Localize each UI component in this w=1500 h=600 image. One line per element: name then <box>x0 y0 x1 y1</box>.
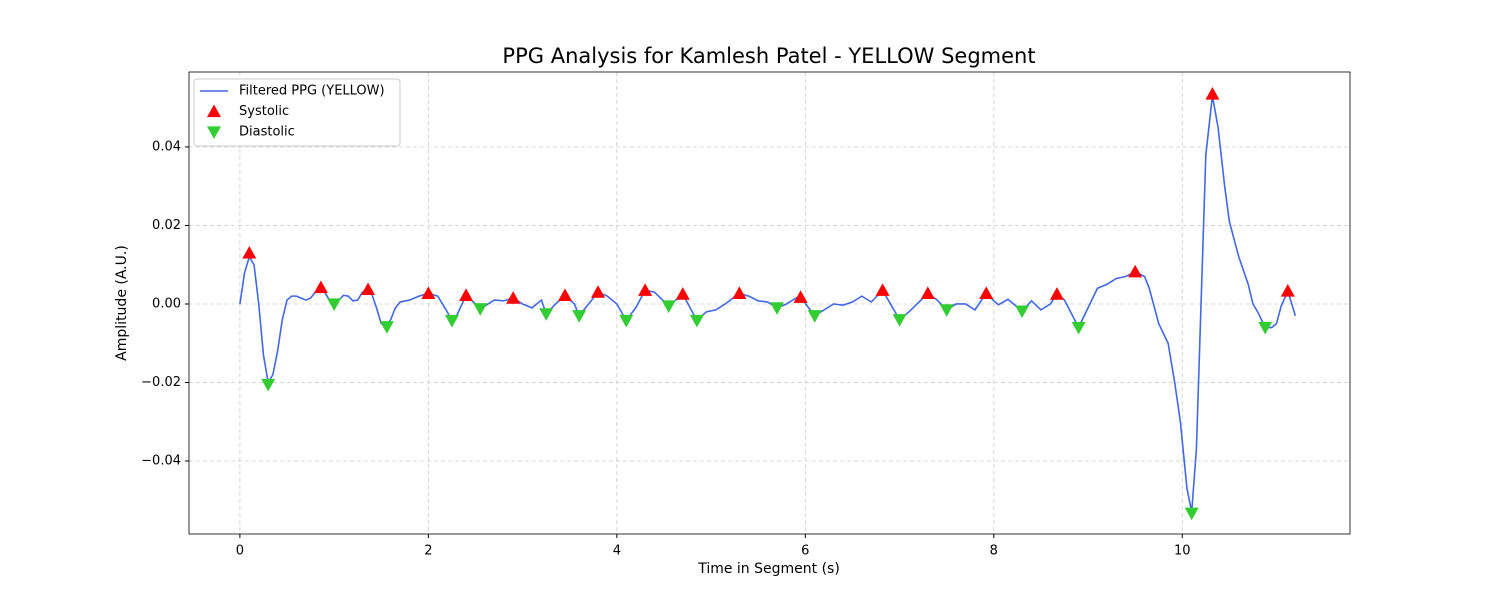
x-tick-label: 2 <box>424 544 432 559</box>
marker <box>572 310 587 323</box>
y-tick-label: 0.02 <box>152 218 181 233</box>
marker <box>939 304 954 317</box>
marker <box>619 314 634 328</box>
marker <box>242 245 257 259</box>
marker <box>1280 284 1295 297</box>
y-axis-label: Amplitude (A.U.) <box>114 245 130 361</box>
x-tick-label: 10 <box>1174 544 1191 559</box>
marker <box>361 282 376 296</box>
y-tick-label: 0.04 <box>152 139 181 154</box>
y-tick-label: 0.00 <box>152 296 181 311</box>
legend-marker <box>207 126 221 139</box>
marker <box>807 310 822 323</box>
marker <box>313 280 328 294</box>
marker <box>638 283 653 296</box>
marker <box>473 303 488 316</box>
marker <box>875 283 890 296</box>
marker <box>379 321 394 334</box>
legend-label: Systolic <box>239 104 289 119</box>
plot-frame <box>188 71 1351 535</box>
y-tick-label: −0.02 <box>141 375 181 390</box>
marker <box>1205 86 1220 100</box>
marker <box>732 286 747 299</box>
x-tick-label: 6 <box>801 544 809 559</box>
chart-title: PPG Analysis for Kamlesh Patel - YELLOW … <box>502 44 1035 68</box>
marker <box>261 378 276 392</box>
marker <box>793 290 808 303</box>
legend-label: Diastolic <box>239 125 295 140</box>
y-tick-label: −0.04 <box>141 453 181 468</box>
legend-box <box>193 78 401 147</box>
marker <box>689 314 704 328</box>
legend: Filtered PPG (YELLOW) Systolic Diastolic <box>193 78 401 147</box>
marker <box>539 308 554 321</box>
legend-label: Filtered PPG (YELLOW) <box>239 84 385 99</box>
marker <box>770 302 785 315</box>
marker <box>1071 321 1086 335</box>
marker <box>421 286 436 299</box>
x-axis-label: Time in Segment (s) <box>697 561 840 577</box>
marker <box>661 300 676 313</box>
marker <box>1128 264 1143 278</box>
legend-marker <box>207 104 221 118</box>
marker <box>1049 287 1064 300</box>
marker <box>892 314 907 327</box>
marker <box>920 286 935 299</box>
marker <box>506 291 521 304</box>
grid <box>189 72 1350 534</box>
marker <box>327 298 342 311</box>
marker <box>1015 305 1030 319</box>
marker <box>590 285 605 298</box>
marker <box>444 314 459 328</box>
marker <box>459 288 474 301</box>
x-tick-label: 0 <box>236 544 244 559</box>
marker <box>1258 321 1273 335</box>
marker <box>979 286 994 299</box>
x-tick-label: 4 <box>613 544 621 559</box>
marker <box>675 287 690 300</box>
marker <box>1184 507 1199 521</box>
x-tick-label: 8 <box>990 544 998 559</box>
marker <box>558 288 573 301</box>
